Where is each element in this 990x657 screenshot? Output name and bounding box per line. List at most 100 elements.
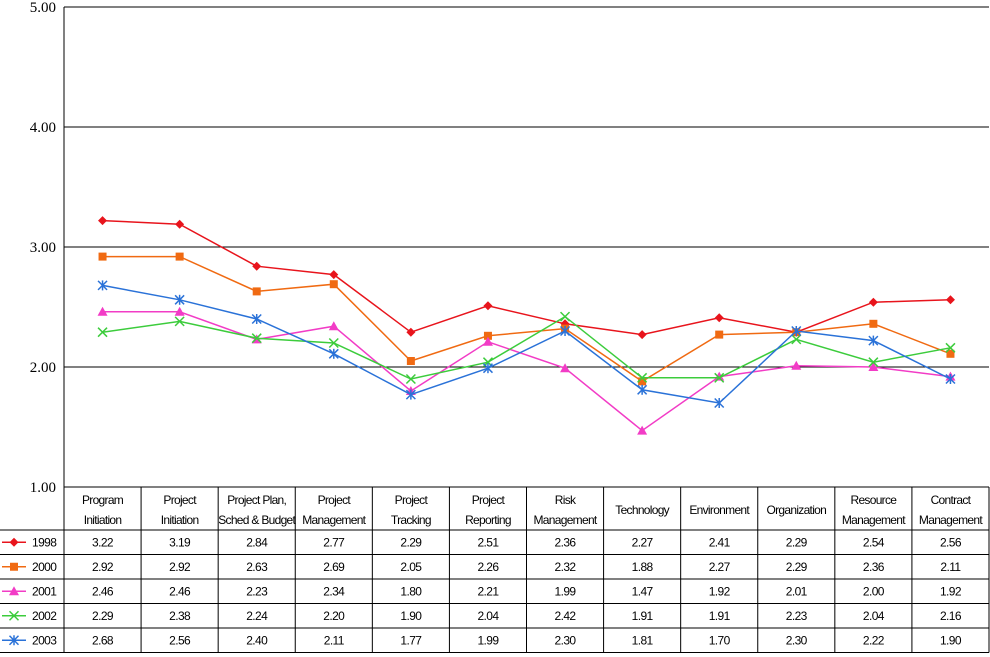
triangle-marker xyxy=(97,306,108,316)
data-label: 1.80 xyxy=(400,584,422,598)
data-label: 1.90 xyxy=(400,609,422,623)
legend-key xyxy=(2,635,26,646)
data-label: 1.88 xyxy=(632,560,654,574)
category-label: Environment xyxy=(689,503,750,517)
triangle-marker xyxy=(560,363,571,373)
data-label: 2.46 xyxy=(92,584,114,598)
data-label: 2.04 xyxy=(863,609,885,623)
star-marker xyxy=(405,389,416,400)
star-marker xyxy=(868,335,879,346)
data-label: 1.77 xyxy=(400,633,422,647)
star-marker xyxy=(97,280,108,291)
x-marker xyxy=(174,316,185,327)
category-label: Management xyxy=(302,513,366,527)
x-marker-stroke xyxy=(405,373,416,385)
x-marker xyxy=(97,327,108,338)
series-2003 xyxy=(97,280,956,409)
legend-label: 2000 xyxy=(32,560,57,574)
x-marker-stroke xyxy=(8,610,20,621)
category-label: Contract xyxy=(931,493,972,507)
x-marker xyxy=(637,372,648,383)
data-label: 1.91 xyxy=(709,609,731,623)
triangle-marker xyxy=(328,321,339,331)
x-marker-stroke xyxy=(251,333,262,344)
data-label: 2.00 xyxy=(863,584,885,598)
diamond-marker xyxy=(175,219,185,229)
x-marker-stroke xyxy=(328,337,339,349)
series-line xyxy=(102,315,951,380)
square-marker xyxy=(946,349,955,358)
diamond-marker xyxy=(252,261,262,271)
data-label: 2.40 xyxy=(246,633,268,647)
data-label: 1.70 xyxy=(709,633,731,647)
data-label: 2.77 xyxy=(323,535,345,549)
diamond-marker xyxy=(637,330,647,340)
category-label: Management xyxy=(842,513,906,527)
x-marker xyxy=(945,342,956,353)
star-marker xyxy=(714,397,725,409)
y-tick-label: 3.00 xyxy=(30,240,56,256)
y-tick-label: 1.00 xyxy=(30,480,56,496)
diamond-marker xyxy=(329,270,339,280)
category-label: Initiation xyxy=(161,513,199,527)
category-label: Organization xyxy=(766,503,826,517)
series-2001 xyxy=(97,306,956,435)
category-label: Technology xyxy=(615,503,669,517)
legend-label: 1998 xyxy=(32,535,57,549)
category-label: Sched & Budget xyxy=(218,513,296,527)
x-marker-stroke xyxy=(791,334,802,345)
triangle-marker xyxy=(791,360,802,370)
category-label: Management xyxy=(534,513,598,527)
x-marker xyxy=(328,337,339,349)
x-marker xyxy=(8,610,20,621)
series-2002 xyxy=(97,311,956,385)
star-marker xyxy=(945,373,956,385)
data-label: 2.32 xyxy=(555,560,577,574)
data-label: 1.99 xyxy=(477,633,499,647)
diamond-marker xyxy=(868,297,878,307)
data-label: 2.01 xyxy=(786,584,808,598)
square-marker xyxy=(869,319,878,328)
star-marker xyxy=(791,325,802,337)
data-label: 1.81 xyxy=(632,633,654,647)
data-label: 3.22 xyxy=(92,535,114,549)
category-label: Resource xyxy=(850,493,897,507)
series-line xyxy=(102,255,951,383)
data-label: 2.46 xyxy=(169,584,191,598)
x-marker xyxy=(714,372,725,383)
category-label: Project xyxy=(395,493,429,507)
star-marker xyxy=(637,384,648,395)
x-marker-stroke xyxy=(868,357,879,368)
x-marker xyxy=(405,373,416,385)
diamond-marker xyxy=(714,313,724,323)
star-marker xyxy=(560,325,571,337)
triangle-marker xyxy=(9,586,19,596)
square-marker xyxy=(715,330,724,339)
data-label: 2.36 xyxy=(863,560,885,574)
diamond-marker xyxy=(945,295,955,305)
data-label: 2.22 xyxy=(863,633,885,647)
data-label: 2.30 xyxy=(786,633,808,647)
data-label: 2.29 xyxy=(786,535,808,549)
diamond-marker xyxy=(98,216,108,226)
data-label: 3.19 xyxy=(169,535,191,549)
data-label: 2.84 xyxy=(246,535,268,549)
data-label: 1.92 xyxy=(709,584,731,598)
legend-key xyxy=(2,562,26,571)
data-label: 2.38 xyxy=(169,609,191,623)
data-label: 2.68 xyxy=(92,633,114,647)
data-label: 2.56 xyxy=(940,535,962,549)
x-marker-stroke xyxy=(637,372,648,383)
category-label: Project Plan, xyxy=(227,493,286,507)
category-label: Management xyxy=(919,513,983,527)
data-label: 1.99 xyxy=(555,584,577,598)
data-label: 1.92 xyxy=(940,584,962,598)
gridlines xyxy=(64,6,989,368)
x-marker-stroke xyxy=(714,372,725,383)
square-marker xyxy=(98,252,107,261)
series-1998 xyxy=(98,216,955,340)
star-marker xyxy=(482,363,493,374)
x-marker xyxy=(560,311,571,322)
square-marker xyxy=(10,562,18,571)
